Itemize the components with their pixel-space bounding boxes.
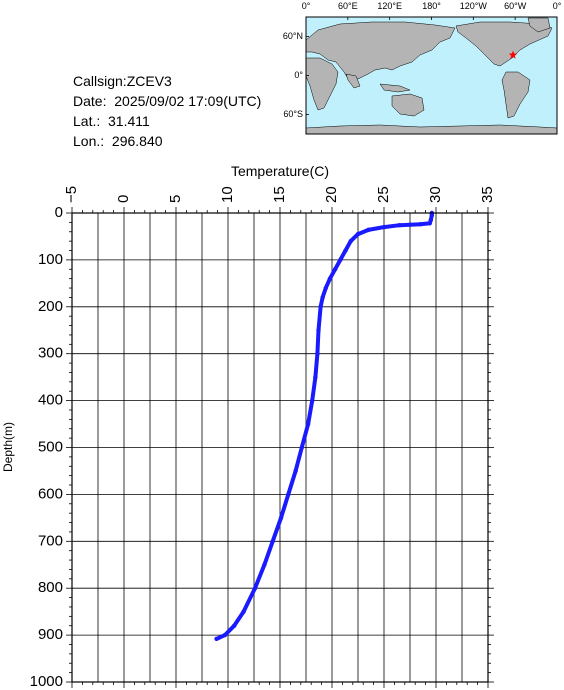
profile-point — [355, 231, 361, 237]
profile-point — [327, 276, 333, 281]
map-lon-label: 60°E — [338, 1, 358, 11]
profile-point — [313, 374, 318, 380]
africa-landmass — [305, 57, 339, 111]
y-tick-label: 500 — [38, 438, 63, 455]
x-tick-label: 5 — [167, 195, 184, 203]
chart-grid — [71, 212, 489, 683]
y-tick-label: 100 — [38, 251, 63, 268]
callsign-text: Callsign:ZCEV3 — [73, 73, 172, 89]
profile-point — [222, 632, 228, 638]
x-tick-label: 25 — [375, 186, 392, 203]
profile-point — [343, 248, 348, 253]
x-tick-label: −5 — [63, 186, 80, 203]
profile-point — [262, 562, 267, 567]
profile-point — [316, 328, 321, 333]
profile-point — [310, 398, 315, 403]
date-text: Date: 2025/09/02 17:09(UTC) — [73, 93, 262, 109]
india-landmass — [345, 73, 361, 89]
profile-point — [315, 351, 320, 356]
x-tick-label: 20 — [323, 186, 340, 203]
y-tick-label: 200 — [38, 298, 63, 315]
map-lon-label: 0° — [553, 1, 562, 11]
profile-point — [418, 222, 423, 227]
map-lon-label: 0° — [302, 1, 311, 11]
profile-point — [305, 421, 311, 427]
y-tick-label: 600 — [38, 485, 63, 502]
station-info: Callsign:ZCEV3 Date: 2025/09/02 17:09(UT… — [73, 71, 261, 151]
plot-frame — [71, 212, 489, 683]
map-labels: 0° 60°E 120°E 180° 120°W 60°W 0° 60°N 0° 60°S — [283, 1, 562, 119]
map-lon-label: 120°E — [377, 1, 402, 11]
x-tick-label: 15 — [271, 186, 288, 203]
eurasia-landmass — [305, 21, 456, 83]
profile-point — [338, 257, 343, 263]
profile-line — [214, 211, 434, 641]
profile-point — [241, 609, 246, 614]
profile-point — [214, 636, 219, 642]
profile-point — [397, 222, 402, 228]
y-tick-label: 400 — [38, 392, 63, 409]
x-tick-label: 35 — [479, 186, 496, 203]
y-tick-label: 900 — [38, 626, 63, 643]
x-tick-label: 30 — [427, 186, 444, 203]
map-lon-label: 60°W — [504, 1, 527, 11]
profile-point — [348, 238, 353, 244]
y-tick-label: 1000 — [30, 673, 63, 690]
map-lon-label: 120°W — [460, 1, 488, 11]
map-lon-label: 180° — [422, 1, 441, 11]
y-axis-title: Depth(m) — [1, 422, 15, 472]
profile-point — [270, 539, 275, 544]
australia-landmass — [391, 93, 425, 117]
profile-point — [323, 285, 328, 291]
x-axis-ticks: −5 0 5 10 15 20 25 30 35 — [63, 186, 496, 688]
star-icon — [508, 50, 518, 59]
x-tick-label: 10 — [219, 186, 236, 203]
profile-point — [278, 515, 284, 521]
lon-text: Lon.: 296.840 — [73, 133, 163, 149]
y-tick-label: 0 — [55, 204, 63, 221]
profile-point — [320, 295, 325, 300]
greenland-landmass — [527, 17, 551, 33]
x-tick-label: 0 — [115, 195, 132, 203]
profile-point — [366, 227, 371, 233]
y-tick-label: 700 — [38, 532, 63, 549]
south-america-landmass — [501, 71, 531, 119]
y-axis-ticks: 0 100 200 300 400 500 600 700 800 900 1000 — [30, 204, 494, 690]
profile-point — [293, 468, 298, 474]
y-tick-label: 800 — [38, 579, 63, 596]
map-lat-label: 60°N — [283, 31, 303, 41]
profile-point — [427, 221, 432, 226]
y-tick-label: 300 — [38, 345, 63, 362]
profile-point — [332, 267, 338, 272]
profile-point — [252, 586, 258, 591]
profile-point — [318, 304, 323, 309]
profile-point — [429, 213, 435, 218]
indonesia-landmass — [379, 83, 411, 93]
temperature-profile — [214, 210, 435, 642]
map-lat-label: 0° — [294, 70, 303, 80]
station-marker — [508, 50, 518, 59]
x-axis-title: Temperature(C) — [231, 163, 329, 179]
profile-point — [232, 623, 237, 628]
profile-point — [381, 224, 387, 230]
map-lat-label: 60°S — [283, 109, 303, 119]
lat-text: Lat.: 31.411 — [73, 113, 150, 129]
profile-point — [299, 445, 305, 450]
profile-point — [407, 222, 413, 227]
profile-point — [286, 492, 291, 497]
